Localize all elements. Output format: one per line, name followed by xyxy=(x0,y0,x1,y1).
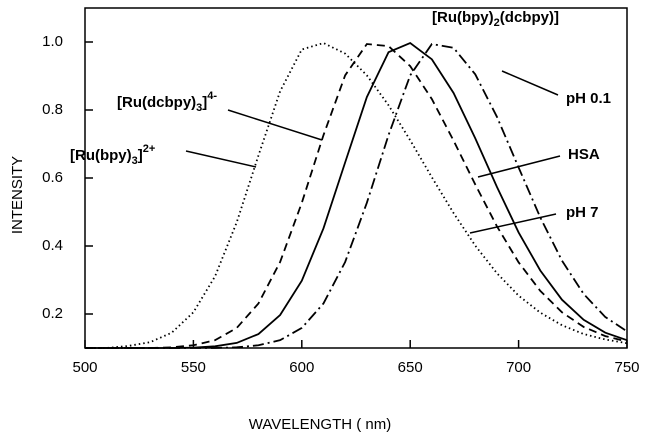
annotation-part: 3 xyxy=(132,155,138,167)
annotation-part: ] xyxy=(138,147,143,164)
y-tick-label: 0.4 xyxy=(42,237,63,254)
annotation: [Ru(bpy)3]2+ xyxy=(70,143,155,167)
leader-line xyxy=(227,109,323,141)
annotation-part: [Ru(bpy) xyxy=(432,9,494,26)
x-tick-label: 750 xyxy=(614,359,639,376)
annotation-part: HSA xyxy=(568,146,600,163)
leader-line xyxy=(469,213,557,234)
x-tick-label: 700 xyxy=(506,359,531,376)
annotation-part: [Ru(bpy) xyxy=(70,147,132,164)
annotation-part: 4- xyxy=(207,90,217,102)
annotation-part: 2 xyxy=(494,17,500,29)
leader-line xyxy=(501,70,559,96)
line-series xyxy=(85,43,628,349)
annotation-part: (dcbpy)] xyxy=(500,9,559,26)
plot-frame xyxy=(84,7,628,349)
line-series xyxy=(85,42,628,349)
annotation-part: 3 xyxy=(196,102,202,114)
annotation: pH 0.1 xyxy=(566,90,611,107)
leader-line xyxy=(477,155,561,178)
annotation: [Ru(dcbpy)3]4- xyxy=(117,90,217,114)
x-tick-label: 650 xyxy=(398,359,423,376)
y-tick-label: 0.2 xyxy=(42,305,63,322)
annotation: pH 7 xyxy=(566,204,599,221)
line-series xyxy=(85,41,628,349)
y-axis-label: INTENSITY xyxy=(9,156,26,234)
annotation-part: [Ru(dcbpy) xyxy=(117,94,196,111)
annotation-part: pH 0.1 xyxy=(566,90,611,107)
leader-line xyxy=(185,150,257,168)
x-axis-label: WAVELENGTH ( nm) xyxy=(249,416,392,433)
x-tick-label: 550 xyxy=(181,359,206,376)
y-tick-label: 0.6 xyxy=(42,169,63,186)
y-tick-label: 0.8 xyxy=(42,101,63,118)
annotation-part: 2+ xyxy=(143,143,156,155)
annotation: HSA xyxy=(568,146,600,163)
annotation-part: ] xyxy=(202,94,207,111)
x-tick-label: 500 xyxy=(72,359,97,376)
annotation-part: pH 7 xyxy=(566,204,599,221)
x-tick-label: 600 xyxy=(289,359,314,376)
y-tick-label: 1.0 xyxy=(42,33,63,50)
annotation: [Ru(bpy)2(dcbpy)] xyxy=(432,9,559,29)
